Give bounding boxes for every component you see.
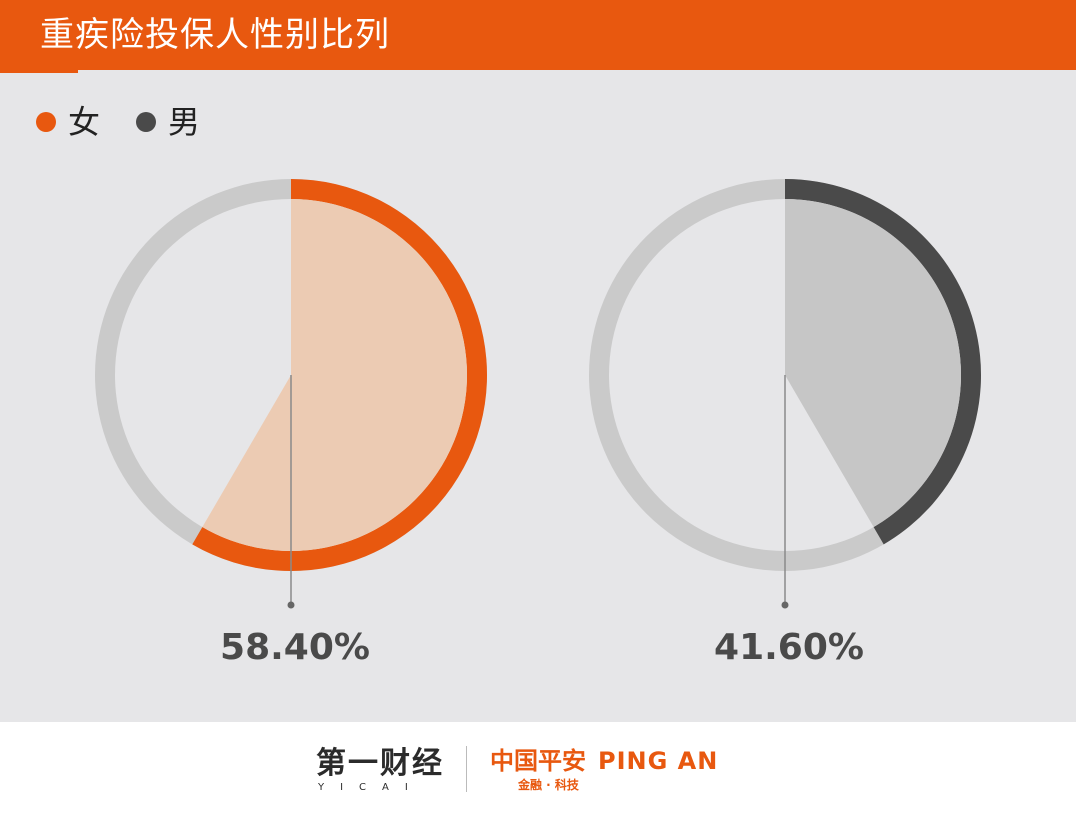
legend-item-male: 男 xyxy=(136,100,200,144)
legend-dot-male xyxy=(136,112,157,132)
leader-dot-female xyxy=(287,601,295,609)
title-bar: 重疾险投保人性别比列 xyxy=(0,0,1076,73)
pingan-logo-en: PING AN xyxy=(598,747,719,775)
pingan-logo-row: 中国平安 PING AN xyxy=(490,746,780,776)
pie-slice-male xyxy=(785,199,961,528)
footer: 第一财经 YICAI 中国平安 PING AN 金融 · 科技 xyxy=(0,722,1076,820)
pie-charts: 58.40% 41.60% xyxy=(95,179,981,668)
pie-slice-female xyxy=(202,199,468,551)
pingan-logo-zh: 中国平安 xyxy=(490,747,586,775)
percent-label-male: 41.60% xyxy=(714,627,864,668)
title-accent xyxy=(0,70,78,73)
percent-label-female: 58.40% xyxy=(220,627,370,668)
leader-dot-male xyxy=(781,601,789,609)
legend: 女 男 xyxy=(36,100,236,144)
logo-divider xyxy=(466,746,467,792)
chart-title: 重疾险投保人性别比列 xyxy=(40,15,390,55)
pingan-logo: 中国平安 PING AN 金融 · 科技 xyxy=(490,746,780,810)
legend-item-female: 女 xyxy=(36,100,100,144)
yicai-logo-zh: 第一财经 xyxy=(316,746,444,781)
legend-label-male: 男 xyxy=(168,103,201,141)
yicai-logo-en: YICAI xyxy=(318,782,424,793)
legend-label-female: 女 xyxy=(68,103,101,141)
pingan-logo-sub: 金融 · 科技 xyxy=(518,778,579,792)
yicai-logo: 第一财经 YICAI xyxy=(316,746,452,810)
legend-dot-female xyxy=(36,112,56,132)
